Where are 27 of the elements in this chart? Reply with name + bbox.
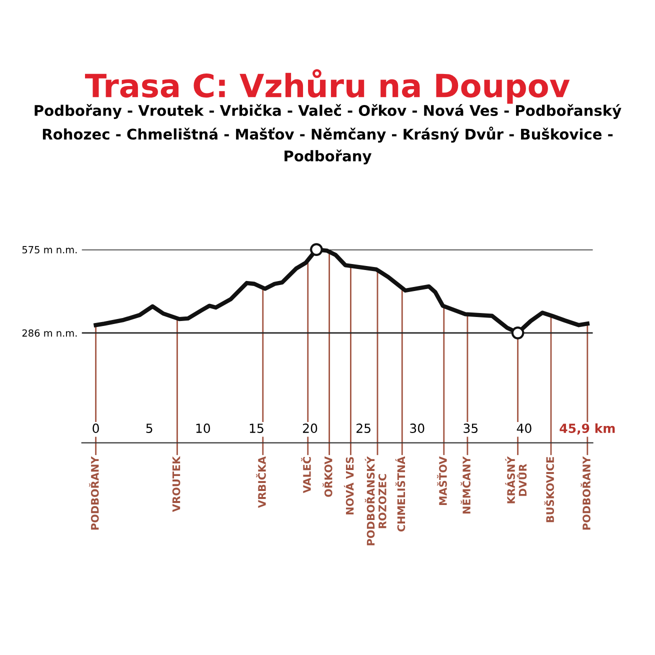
x-tick-label: 45,9 km bbox=[560, 423, 615, 435]
x-tick-label: 5 bbox=[146, 424, 152, 434]
ref-line-label: BUŠKOVICE bbox=[544, 457, 554, 522]
ref-line-label: VALEČ bbox=[301, 456, 311, 494]
ref-line-label: KRÁSNÝ DVŮR bbox=[505, 456, 527, 504]
x-tick-label: 25 bbox=[356, 424, 370, 434]
chart-subtitle: Podbořany - Vroutek - Vrbička - Valeč - Ořkov - Nová Ves - Podbořanský Rohozec - Chmelištná - Mašťov - Němčany - Krásný Dvůr - Buškovice - Podbořany bbox=[34, 104, 622, 164]
ref-line-label: OŘKOV bbox=[322, 456, 332, 497]
ref-line-label: NĚMČANY bbox=[460, 456, 470, 514]
x-tick-label: 0 bbox=[92, 424, 99, 434]
ref-line-label: NOVÁ VES bbox=[344, 457, 354, 514]
ref-line-label: CHMELIŠTNÁ bbox=[395, 456, 406, 532]
x-tick-label: 20 bbox=[302, 424, 318, 434]
ref-line-label: VRBIČKA bbox=[256, 456, 266, 508]
ref-line-label: VROUTEK bbox=[172, 456, 180, 512]
y-tick-label: 575 m n.m. bbox=[22, 246, 77, 254]
x-tick-label: 10 bbox=[196, 424, 210, 434]
x-tick-label: 40 bbox=[516, 424, 532, 434]
ref-line-label: PODBOŘANSKÝ ROZOZEC bbox=[364, 456, 386, 546]
y-tick-label: 286 m n.m. bbox=[22, 329, 77, 337]
chart-title: Trasa C: Vzhůru na Doupov bbox=[85, 69, 570, 104]
x-tick-label: 30 bbox=[410, 424, 424, 434]
x-tick-label: 35 bbox=[464, 424, 478, 434]
ref-line-label: MAŠŤOV bbox=[437, 456, 447, 506]
x-tick-label: 15 bbox=[250, 424, 264, 434]
ref-line-label: PODBOŘANY bbox=[89, 456, 99, 530]
ref-line-label: PODBOŘANY bbox=[580, 456, 590, 530]
